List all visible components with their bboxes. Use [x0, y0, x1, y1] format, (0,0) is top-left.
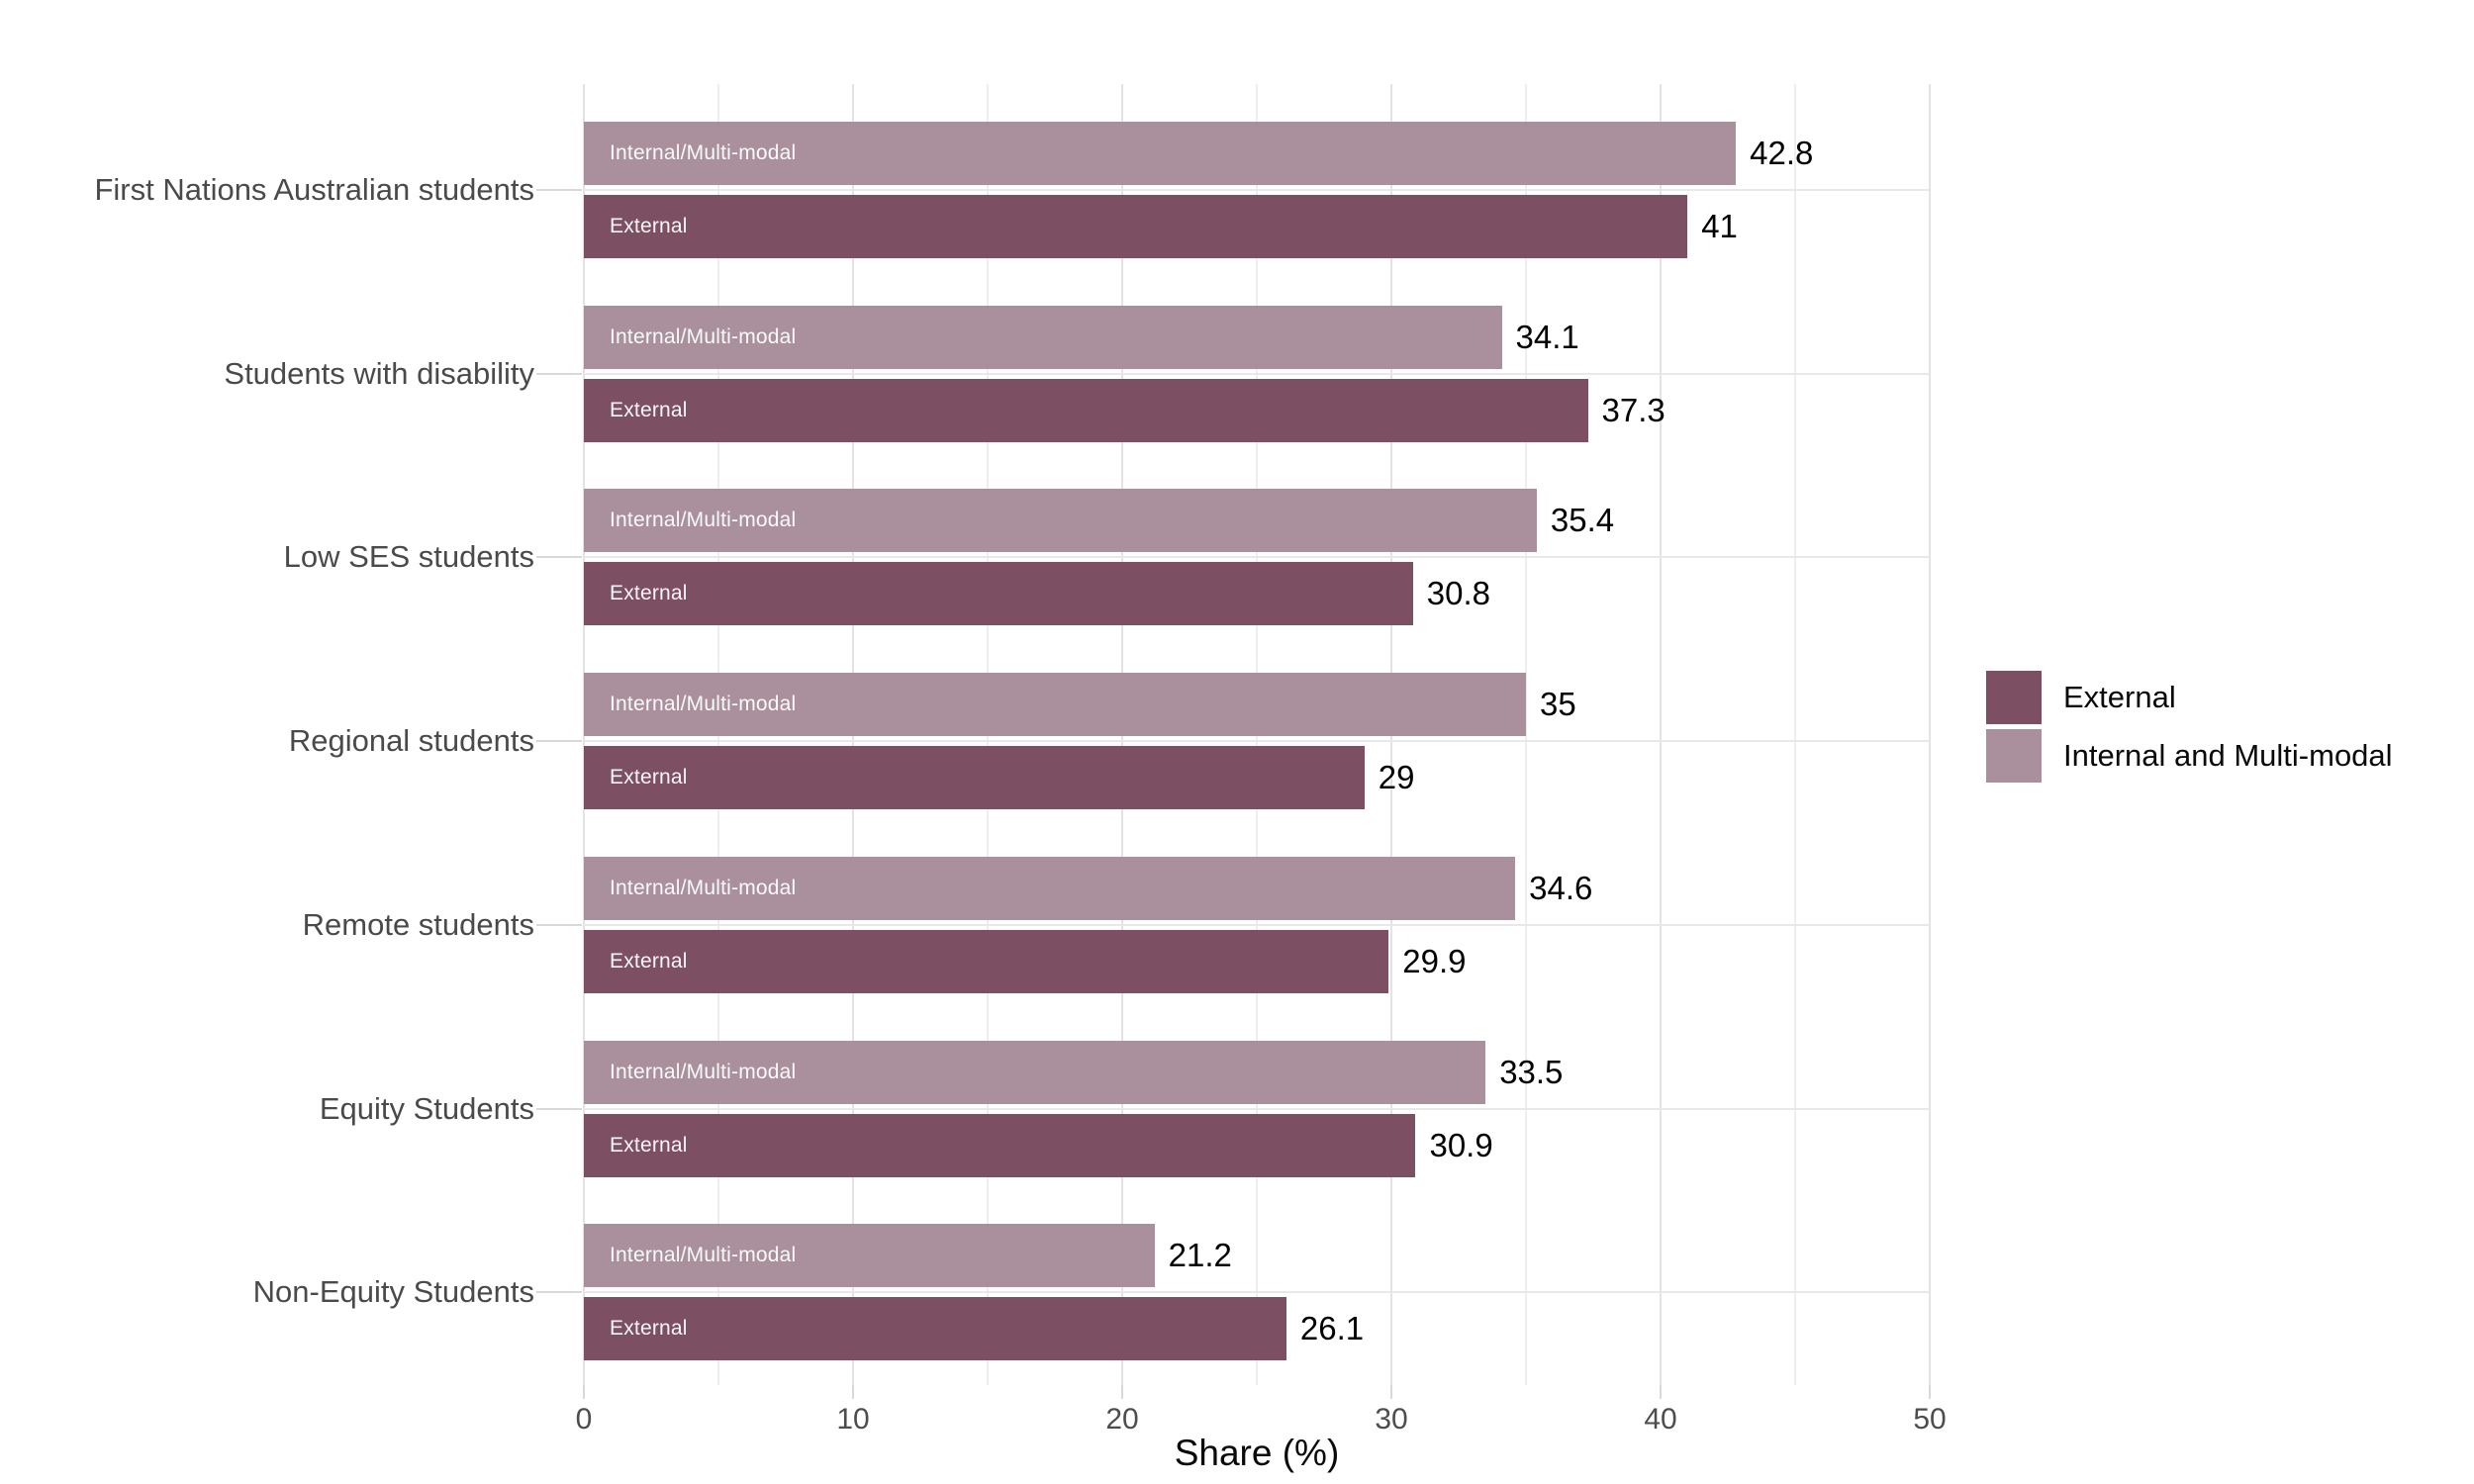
- x-axis-tick: [1121, 1385, 1123, 1399]
- y-category-label: Equity Students: [319, 1090, 534, 1126]
- bar-value-label: 42.8: [1750, 135, 1814, 171]
- bar-external: External 30.9: [584, 1113, 1493, 1177]
- legend-item: Internal and Multi-modal: [1986, 729, 2393, 783]
- vertical-gridline-major: [1929, 84, 1931, 1385]
- x-axis-tick: [852, 1385, 854, 1399]
- bar-inner-label: External: [610, 398, 688, 421]
- bar-inner-label: External: [610, 1133, 688, 1157]
- bar-internal-multimodal: Internal/Multi-modal 21.2: [584, 1224, 1232, 1288]
- bar-external: External 30.8: [584, 562, 1490, 626]
- y-category-label: Regional students: [288, 723, 534, 759]
- bar-value-label: 29.9: [1402, 942, 1467, 979]
- bar-value-label: 34.1: [1515, 318, 1579, 355]
- horizontal-gridline: [584, 1107, 1930, 1110]
- bar-inner-label: External: [610, 215, 688, 237]
- bar-internal-multimodal: Internal/Multi-modal 34.6: [584, 856, 1592, 920]
- bar-inner-label: Internal/Multi-modal: [610, 1244, 797, 1267]
- bar-value-label: 37.3: [1601, 391, 1665, 428]
- bar-value-label: 41: [1701, 208, 1738, 244]
- bar-inner-label: External: [610, 766, 688, 789]
- bar-value-label: 26.1: [1299, 1310, 1365, 1347]
- vertical-gridline-minor: [1794, 84, 1796, 1385]
- bar-internal-multimodal: Internal/Multi-modal 33.5: [584, 1040, 1563, 1104]
- bar-value-label: 33.5: [1499, 1053, 1564, 1090]
- bar-inner-label: Internal/Multi-modal: [610, 876, 797, 899]
- bar-external: External 26.1: [584, 1297, 1364, 1361]
- y-axis-tick: [536, 1107, 582, 1110]
- bar-inner-label: Internal/Multi-modal: [610, 325, 797, 348]
- x-tick-label: 0: [575, 1403, 593, 1436]
- vertical-gridline-major: [1660, 84, 1662, 1385]
- bar-internal-multimodal: Internal/Multi-modal 35.4: [584, 489, 1614, 553]
- horizontal-gridline: [584, 1291, 1930, 1294]
- horizontal-gridline: [584, 740, 1930, 743]
- bar-external: External 37.3: [584, 378, 1665, 442]
- x-axis-tick: [1390, 1385, 1392, 1399]
- y-category-label: Non-Equity Students: [252, 1274, 534, 1310]
- bar-value-label: 30.9: [1429, 1126, 1493, 1163]
- legend-swatch-external: [1986, 671, 2042, 724]
- legend-item: External: [1986, 671, 2176, 724]
- bar-external: External 29: [584, 746, 1415, 810]
- horizontal-gridline: [584, 372, 1930, 375]
- x-tick-label: 50: [1913, 1403, 1947, 1436]
- y-category-label: Students with disability: [224, 355, 534, 391]
- x-axis-title: Share (%): [1174, 1433, 1340, 1473]
- y-axis-tick: [536, 740, 582, 743]
- bar-value-label: 34.6: [1529, 869, 1593, 906]
- legend-label: External: [2063, 680, 2176, 714]
- horizontal-gridline: [584, 923, 1930, 926]
- bar-value-label: 21.2: [1168, 1237, 1232, 1274]
- bar-external: External 29.9: [584, 929, 1467, 993]
- bar-internal-multimodal: Internal/Multi-modal 35: [584, 673, 1576, 737]
- x-tick-label: 10: [836, 1403, 870, 1436]
- bar-internal-multimodal: Internal/Multi-modal 34.1: [584, 305, 1579, 369]
- bar-inner-label: Internal/Multi-modal: [610, 693, 797, 716]
- y-axis-tick: [536, 1291, 582, 1294]
- bar-value-label: 29: [1378, 759, 1415, 796]
- y-category-label: First Nations Australian students: [94, 172, 534, 207]
- bar-inner-label: External: [610, 582, 688, 605]
- x-tick-label: 30: [1375, 1403, 1408, 1436]
- y-category-label: Low SES students: [283, 539, 534, 575]
- bar-inner-label: Internal/Multi-modal: [610, 509, 797, 532]
- y-category-label: Remote students: [302, 906, 534, 942]
- bar-inner-label: Internal/Multi-modal: [610, 1060, 797, 1083]
- y-axis-tick: [536, 923, 582, 926]
- bar-external: External 41: [584, 195, 1738, 258]
- x-axis-tick: [583, 1385, 585, 1399]
- x-tick-label: 40: [1644, 1403, 1677, 1436]
- x-tick-label: 20: [1105, 1403, 1139, 1436]
- bar-inner-label: External: [610, 949, 688, 973]
- bar-internal-multimodal: Internal/Multi-modal 42.8: [584, 122, 1813, 185]
- horizontal-gridline: [584, 189, 1930, 191]
- legend-swatch-internal-multimodal: [1986, 729, 2042, 783]
- bar-inner-label: Internal/Multi-modal: [610, 141, 797, 164]
- y-axis-tick: [536, 189, 582, 191]
- x-axis-tick: [1929, 1385, 1931, 1399]
- y-axis-tick: [536, 556, 582, 559]
- bar-value-label: 35.4: [1550, 502, 1615, 539]
- bar-value-label: 30.8: [1426, 575, 1490, 612]
- horizontal-gridline: [584, 556, 1930, 559]
- y-axis-tick: [536, 372, 582, 375]
- bar-value-label: 35: [1540, 686, 1576, 723]
- legend-label: Internal and Multi-modal: [2063, 738, 2393, 773]
- plot-panel: Internal/Multi-modal 42.8 External 41 Intern…: [583, 84, 1931, 1385]
- bar-inner-label: External: [610, 1317, 688, 1341]
- x-axis-tick: [1660, 1385, 1662, 1399]
- vertical-gridline-minor: [1525, 84, 1527, 1385]
